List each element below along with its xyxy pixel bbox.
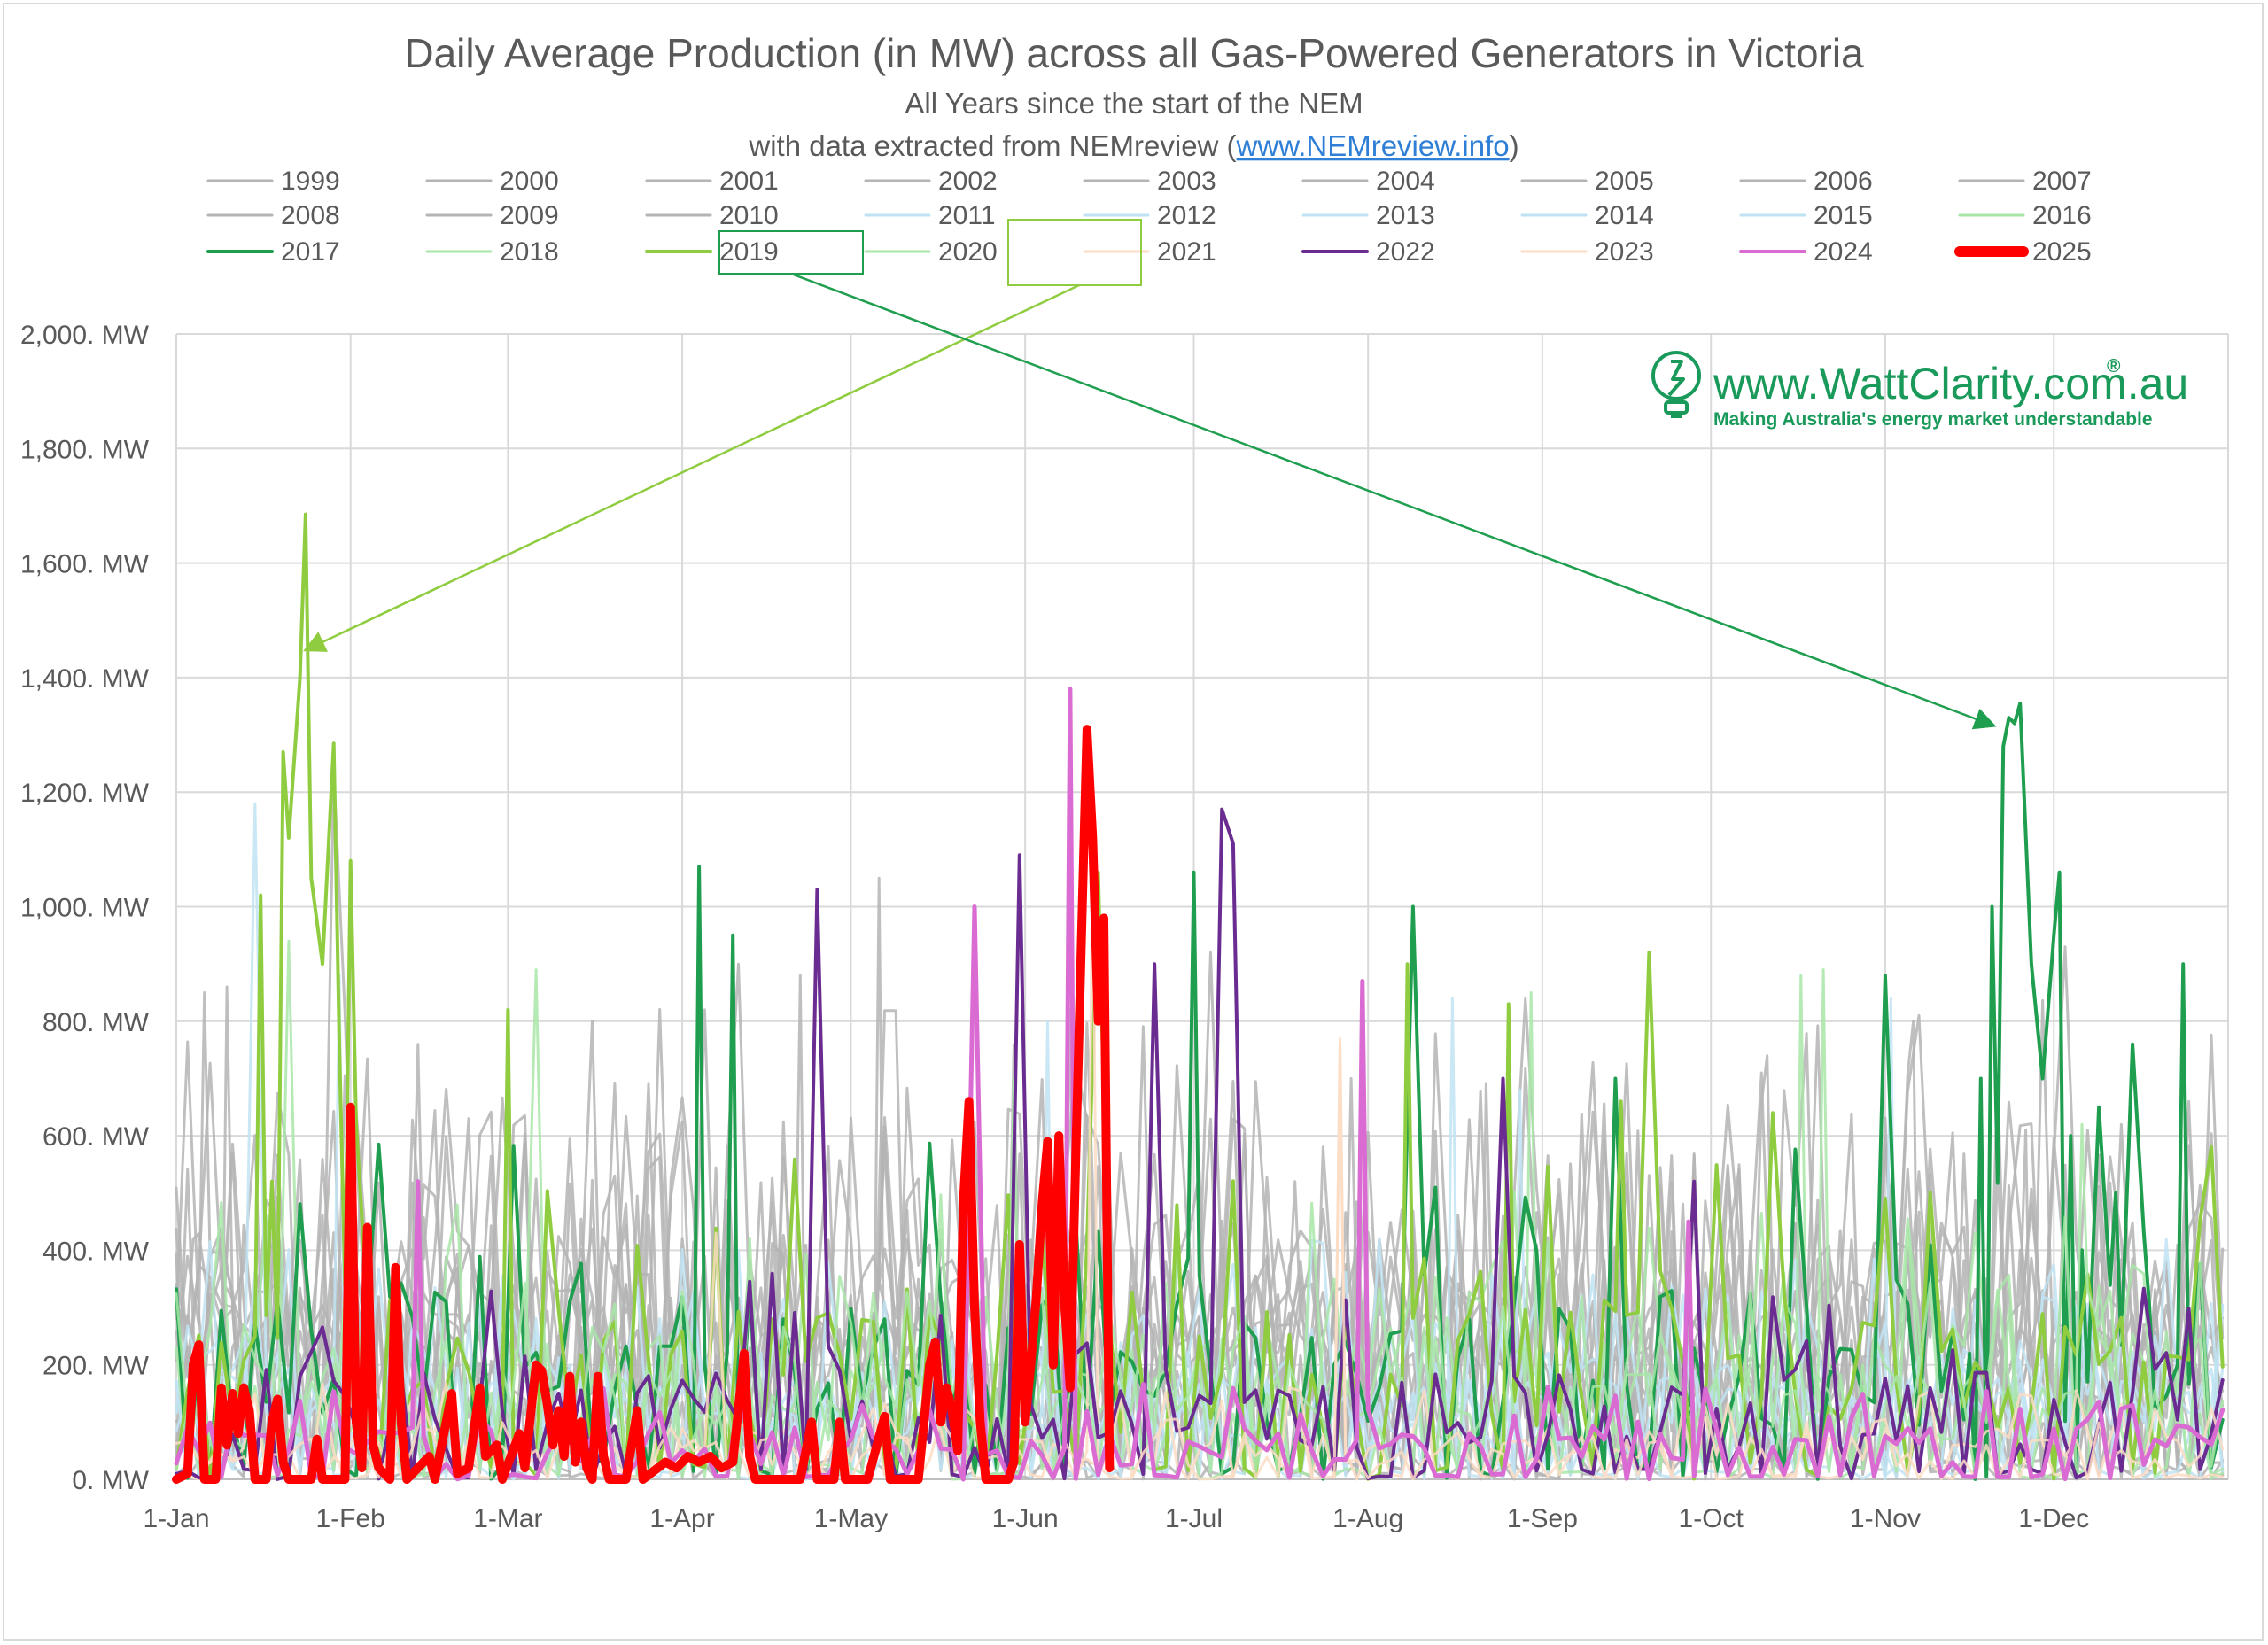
legend-label-2018: 2018 <box>500 237 559 267</box>
legend-label-2025: 2025 <box>2032 237 2092 267</box>
legend-label-2023: 2023 <box>1595 237 1654 267</box>
y-tick-label-0: 0. MW <box>72 1466 149 1495</box>
annotation-arrow-2017 <box>790 272 1997 730</box>
x-tick-label-8: 1-Sep <box>1507 1504 1578 1533</box>
x-tick-label-2: 1-Mar <box>473 1504 542 1533</box>
chart-subtitle-1: All Years since the start of the NEM <box>905 87 1363 120</box>
x-tick-label-10: 1-Nov <box>1850 1504 1921 1533</box>
chart-annotations <box>303 219 1997 730</box>
chart-legend: 1999 2000 2001 2002 2003 2004 2005 2006 2007 2008… <box>206 167 2092 267</box>
lightbulb-icon <box>1651 351 1701 418</box>
legend-label-2009: 2009 <box>500 201 559 230</box>
y-tick-label-6: 1,200. MW <box>20 779 150 808</box>
x-tick-label-7: 1-Aug <box>1332 1504 1403 1533</box>
x-tick-label-1: 1-Feb <box>316 1504 385 1533</box>
legend-label-2002: 2002 <box>938 167 998 196</box>
y-tick-label-5: 1,000. MW <box>20 894 150 923</box>
legend-label-2020: 2020 <box>938 237 998 267</box>
y-tick-label-10: 2,000. MW <box>20 321 150 350</box>
legend-label-2013: 2013 <box>1376 201 1435 230</box>
legend-label-2021: 2021 <box>1157 237 1216 267</box>
y-tick-label-8: 1,600. MW <box>20 550 150 579</box>
chart-series-layer <box>172 512 2225 1484</box>
series-line-2009 <box>175 1043 2225 1480</box>
legend-label-2024: 2024 <box>1814 237 1873 267</box>
y-tick-label-7: 1,400. MW <box>20 664 150 694</box>
legend-label-2022: 2022 <box>1376 237 1435 267</box>
legend-label-2017: 2017 <box>281 237 340 267</box>
chart-ticks: 0. MW 200. MW 400. MW 600. MW 800. MW 1,000. … <box>20 321 2089 1533</box>
x-tick-label-4: 1-May <box>814 1504 888 1533</box>
logo-registered: ® <box>2107 356 2121 376</box>
legend-label-2000: 2000 <box>500 167 559 196</box>
y-tick-label-4: 800. MW <box>43 1008 150 1037</box>
chart-frame <box>3 3 2264 1641</box>
subtitle-suffix: ) <box>1510 129 1519 162</box>
x-tick-label-0: 1-Jan <box>143 1504 209 1533</box>
legend-label-2003: 2003 <box>1157 167 1216 196</box>
logo-main-text: www.WattClarity.com.au <box>1713 359 2188 408</box>
annotation-arrow-2019 <box>303 283 1080 652</box>
legend-label-2012: 2012 <box>1157 201 1216 230</box>
legend-label-2006: 2006 <box>1814 167 1873 196</box>
y-tick-label-3: 600. MW <box>43 1122 150 1152</box>
highlight-box-2021 <box>1007 219 1142 286</box>
legend-label-2005: 2005 <box>1595 167 1654 196</box>
x-tick-label-5: 1-Jun <box>992 1504 1059 1533</box>
legend-label-2016: 2016 <box>2032 201 2092 230</box>
x-tick-label-3: 1-Apr <box>649 1504 714 1533</box>
subtitle-prefix: with data extracted from NEMreview ( <box>748 129 1236 162</box>
series-line-2025 <box>172 725 1115 1484</box>
chart-title: Daily Average Production (in MW) across … <box>404 30 1864 76</box>
legend-label-2004: 2004 <box>1376 167 1435 196</box>
y-tick-label-2: 400. MW <box>43 1237 150 1266</box>
logo-tagline: Making Australia's energy market underst… <box>1713 409 2153 430</box>
nemreview-link[interactable]: www.NEMreview.info <box>1236 129 1510 162</box>
y-tick-label-1: 200. MW <box>43 1352 150 1381</box>
legend-label-2008: 2008 <box>281 201 340 230</box>
legend-label-2015: 2015 <box>1814 201 1873 230</box>
legend-label-2007: 2007 <box>2032 167 2092 196</box>
watt-clarity-logo: www.WattClarity.com.au ® Making Australi… <box>1651 351 2188 430</box>
legend-label-2010: 2010 <box>719 201 779 230</box>
x-tick-label-11: 1-Dec <box>2018 1504 2089 1533</box>
legend-label-2019: 2019 <box>719 237 779 267</box>
chart-subtitle-2: with data extracted from NEMreview (www.… <box>748 129 1518 162</box>
legend-label-1999: 1999 <box>281 167 340 196</box>
legend-label-2001: 2001 <box>719 167 779 196</box>
legend-label-2014: 2014 <box>1595 201 1654 230</box>
y-tick-label-9: 1,800. MW <box>20 435 150 464</box>
x-tick-label-6: 1-Jul <box>1165 1504 1223 1533</box>
x-tick-label-9: 1-Oct <box>1679 1504 1744 1533</box>
series-line-2019 <box>175 512 2225 1481</box>
legend-label-2011: 2011 <box>938 201 996 230</box>
series-line-2024 <box>174 687 2225 1482</box>
